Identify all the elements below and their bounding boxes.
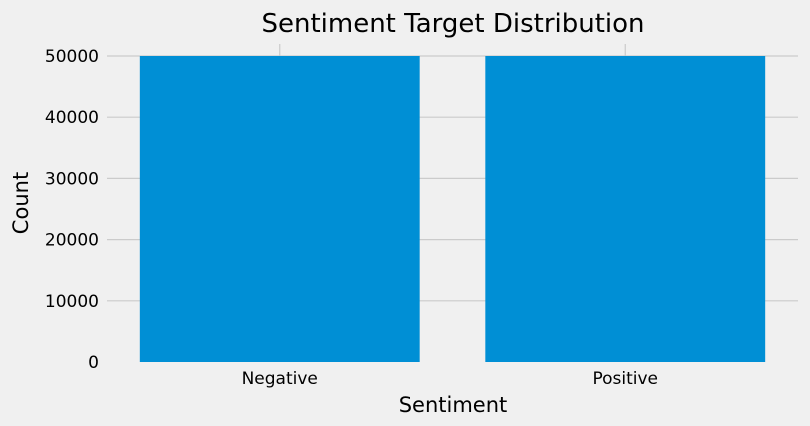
y-tick-label: 0 (88, 353, 99, 373)
y-axis-title: Count (9, 172, 33, 234)
y-tick-label: 40000 (45, 108, 99, 128)
bars-layer (139, 56, 766, 362)
x-tick-label: Positive (592, 369, 658, 389)
y-tick-label: 20000 (45, 231, 99, 251)
ticks-layer: 0 10000 20000 30000 40000 50000 Negative Positi… (45, 47, 658, 389)
chart-title: Sentiment Target Distribution (261, 9, 644, 39)
y-tick-label: 10000 (45, 292, 99, 312)
bar-positive (485, 56, 766, 362)
x-tick-label: Negative (242, 369, 318, 389)
bar-negative (139, 56, 420, 362)
y-tick-label: 30000 (45, 169, 99, 189)
x-axis-title: Sentiment (399, 393, 508, 417)
y-tick-label: 50000 (45, 47, 99, 67)
